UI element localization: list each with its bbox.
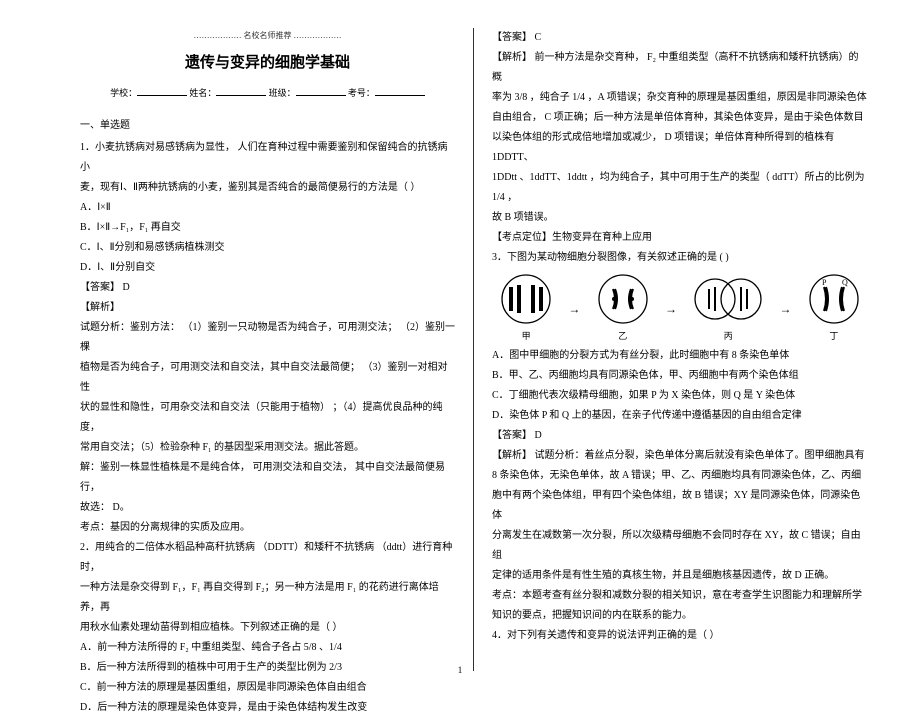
arrow-icon: →	[665, 297, 677, 321]
q2-line2: 一种方法是杂交得到 F₁，F₁ 再自交得到 F₂；另一种方法是用 F₁ 的花药进…	[80, 578, 455, 618]
header-tag: ……………… 名校名师推荐 ………………	[80, 28, 455, 44]
q1-line1: 1．小麦抗锈病对易感锈病为显性， 人们在育种过程中需要鉴别和保留纯合的抗锈病小	[80, 138, 455, 178]
q1-exp-2: 植物是否为纯合子，可用测交法和自交法，其中自交法最简便； （3）鉴别一对相对性	[80, 358, 455, 398]
q3-answer: 【答案】 D	[492, 426, 868, 446]
q1-kp: 考点：基因的分离规律的实质及应用。	[80, 518, 455, 538]
label-jia: 甲	[522, 327, 531, 345]
q2-opt-c: C．前一种方法的原理是基因重组，原因是非同源染色体自由组合	[80, 678, 455, 698]
section-heading: 一、单选题	[80, 116, 455, 136]
q1-exp-1: 试题分析：鉴别方法： （1）鉴别一只动物是否为纯合子，可用测交法； （2）鉴别一…	[80, 318, 455, 358]
q1-opt-d: D．Ⅰ、Ⅱ分别自交	[80, 258, 455, 278]
q2-opt-d: D．后一种方法的原理是染色体变异，是由于染色体结构发生改变	[80, 698, 455, 718]
q1-opt-c: C．Ⅰ、Ⅱ分别和易感锈病植株测交	[80, 238, 455, 258]
q3-kp-2: 知识的要点，把握知识间的内在联系的能力。	[492, 606, 868, 626]
q1-exp-3: 状的显性和隐性，可用杂交法和自交法（只能用于植物） ；（4）提高优良品种的纯度，	[80, 398, 455, 438]
right-column: 【答案】 C 【解析】 前一种方法是杂交育种， F₂ 中重组类型（高秆不抗锈病和…	[474, 28, 880, 671]
q3-stem: 3．下图为某动物细胞分裂图像，有关叙述正确的是 ( )	[492, 248, 868, 268]
class-blank	[296, 86, 346, 96]
exam-blank	[375, 86, 425, 96]
q3-kp-1: 考点：本题考查有丝分裂和减数分裂的相关知识，意在考查学生识图能力和理解所学	[492, 586, 868, 606]
left-column: ……………… 名校名师推荐 ……………… 遗传与变异的细胞学基础 学校： 姓名：…	[68, 28, 474, 671]
cell-ding: P Q 丁	[808, 273, 860, 345]
q2-opt-b: B．后一种方法所得到的植株中可用于生产的类型比例为 2/3	[80, 658, 455, 678]
q3-opt-a: A．图中甲细胞的分裂方式为有丝分裂，此时细胞中有 8 条染色单体	[492, 346, 868, 366]
label-yi: 乙	[618, 327, 627, 345]
q2-opt-a: A．前一种方法所得的 F₂ 中重组类型、纯合子各占 5/8 、1/4	[80, 638, 455, 658]
q4-stem: 4．对下列有关遗传和变异的说法评判正确的是（ ）	[492, 626, 868, 646]
svg-text:P: P	[822, 278, 827, 287]
page-number: 1	[458, 665, 463, 675]
svg-text:Q: Q	[842, 278, 848, 287]
q1-line2: 麦，现有Ⅰ、Ⅱ两种抗锈病的小麦，鉴别其是否纯合的最简便易行的方法是（ ）	[80, 178, 455, 198]
q3-opt-c: C．丁细胞代表次级精母细胞，如果 P 为 X 染色体，则 Q 是 Y 染色体	[492, 386, 868, 406]
q2-line1: 2．用纯合的二倍体水稻品种高秆抗锈病 （DDTT）和矮秆不抗锈病 （ddtt）进…	[80, 538, 455, 578]
q3-figure: 甲 → 乙 →	[492, 274, 868, 344]
q1-answer: 【答案】 D	[80, 278, 455, 298]
name-blank	[216, 86, 266, 96]
class-label: 班级：	[269, 88, 296, 98]
q1-explain-head: 【解析】	[80, 298, 455, 318]
q2-exp-6: 故 B 项错误。	[492, 208, 868, 228]
q1-exp-4: 常用自交法；（5）检验杂种 F₁ 的基因型采用测交法。据此答题。	[80, 438, 455, 458]
q3-exp-1: 【解析】 试题分析：着丝点分裂，染色单体分离后就没有染色单体了。图甲细胞具有	[492, 446, 868, 466]
exam-label: 考号：	[348, 88, 375, 98]
cell-bing: 丙	[693, 273, 763, 345]
q2-answer: 【答案】 C	[492, 28, 868, 48]
cell-yi: 乙	[597, 273, 649, 345]
school-blank	[137, 86, 187, 96]
school-label: 学校：	[110, 88, 137, 98]
q2-exp-2: 率为 3/8 ，纯合子 1/4 ，A 项错误；杂交育种的原理是基因重组，原因是非…	[492, 88, 868, 108]
q2-exp-1: 【解析】 前一种方法是杂交育种， F₂ 中重组类型（高秆不抗锈病和矮秆抗锈病）的…	[492, 48, 868, 88]
q3-exp-4: 分离发生在减数第一次分裂，所以次级精母细胞不会同时存在 XY，故 C 错误；自由…	[492, 526, 868, 566]
label-bing: 丙	[724, 327, 733, 345]
q1-opt-a: A．Ⅰ×Ⅱ	[80, 198, 455, 218]
q1-exp-6: 故选： D。	[80, 498, 455, 518]
q1-exp-5: 解：鉴别一株显性植株是不是纯合体， 可用测交法和自交法， 其中自交法最简便易行，	[80, 458, 455, 498]
q2-exp-3: 自由组合， C 项正确；后一种方法是单倍体育种，其染色体变异，是由于染色体数目	[492, 108, 868, 128]
arrow-icon: →	[568, 297, 580, 321]
q1-opt-b: B．Ⅰ×Ⅱ→F₁，F₁ 再自交	[80, 218, 455, 238]
q3-exp-5: 定律的适用条件是有性生殖的真核生物，并且是细胞核基因遗传，故 D 正确。	[492, 566, 868, 586]
q3-opt-b: B．甲、乙、丙细胞均具有同源染色体，甲、丙细胞中有两个染色体组	[492, 366, 868, 386]
q3-exp-3: 胞中有两个染色体组，甲有四个染色体组，故 B 错误；XY 是同源染色体，同源染色…	[492, 486, 868, 526]
name-label: 姓名：	[189, 88, 216, 98]
cell-jia: 甲	[500, 273, 552, 345]
q2-kp: 【考点定位】生物变异在育种上应用	[492, 228, 868, 248]
q3-opt-d: D．染色体 P 和 Q 上的基因，在亲子代传递中遵循基因的自由组合定律	[492, 406, 868, 426]
q3-exp-2: 8 条染色体，无染色单体，故 A 错误；甲、乙、丙细胞均具有同源染色体，乙、丙细	[492, 466, 868, 486]
arrow-icon: →	[780, 297, 792, 321]
q2-exp-5: 1DDtt 、1ddTT、1ddtt ，均为纯合子，其中可用于生产的类型（ dd…	[492, 168, 868, 208]
form-line: 学校： 姓名： 班级： 考号：	[80, 84, 455, 102]
label-ding: 丁	[829, 327, 838, 345]
q2-exp-4: 以染色体组的形式成倍地增加或减少， D 项错误；单倍体育种所得到的植株有 1DD…	[492, 128, 868, 168]
doc-title: 遗传与变异的细胞学基础	[80, 48, 455, 78]
q2-line3: 用秋水仙素处理幼苗得到相应植株。下列叙述正确的是（ ）	[80, 618, 455, 638]
